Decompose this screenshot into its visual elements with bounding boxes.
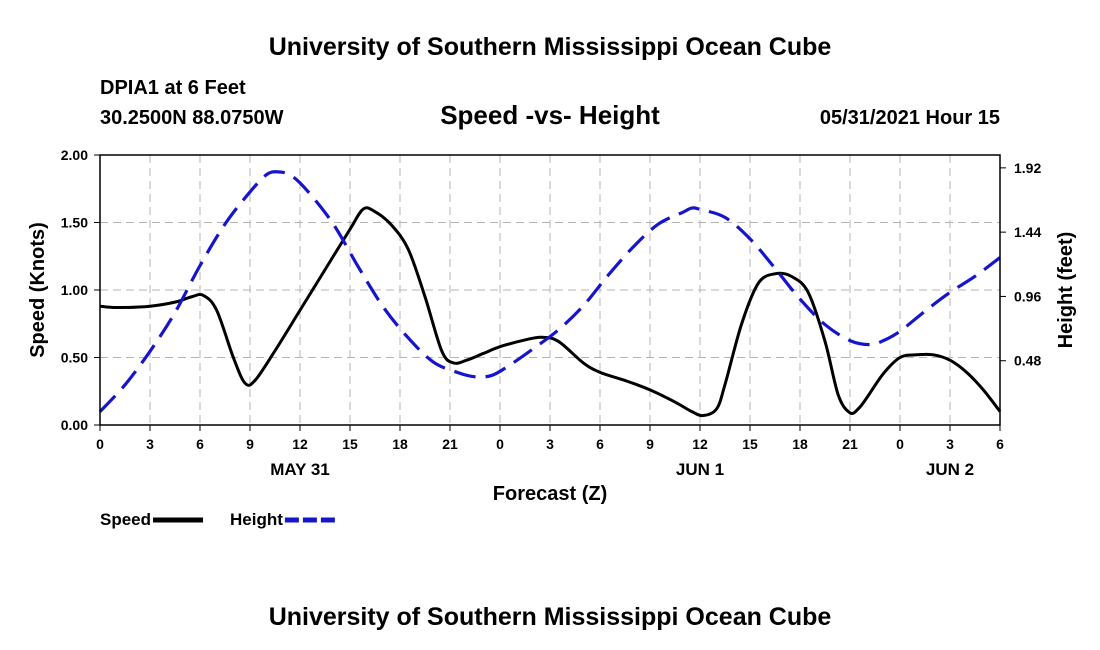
coordinates-label: 30.2500N 88.0750W xyxy=(100,107,284,129)
y2-tick-label: 0.96 xyxy=(1014,288,1041,304)
x-axis-label: Forecast (Z) xyxy=(493,483,607,505)
x-tick-label: 0 xyxy=(896,436,904,452)
legend-label-speed: Speed xyxy=(100,510,151,529)
x-tick-label: 0 xyxy=(96,436,104,452)
x-tick-label: 9 xyxy=(646,436,654,452)
y2-tick-label: 0.48 xyxy=(1014,353,1041,369)
x-tick-label: 12 xyxy=(692,436,708,452)
y-tick-label: 0.50 xyxy=(61,350,88,366)
legend-label-height: Height xyxy=(230,510,283,529)
date-label: MAY 31 xyxy=(270,460,330,479)
speed-series-line xyxy=(99,206,1002,418)
chart-header-title: University of Southern Mississippi Ocean… xyxy=(269,33,832,61)
x-tick-label: 15 xyxy=(742,436,758,452)
y2-tick-label: 1.92 xyxy=(1014,160,1041,176)
y-tick-label: 0.00 xyxy=(61,417,88,433)
x-tick-label: 3 xyxy=(946,436,954,452)
x-tick-label: 15 xyxy=(342,436,358,452)
plot-title: Speed -vs- Height xyxy=(440,100,660,130)
y2-tick-label: 1.44 xyxy=(1014,224,1041,240)
x-tick-label: 12 xyxy=(292,436,308,452)
x-tick-label: 0 xyxy=(496,436,504,452)
x-tick-label: 6 xyxy=(996,436,1004,452)
date-label: JUN 2 xyxy=(926,460,974,479)
x-tick-label: 6 xyxy=(596,436,604,452)
y2-axis-label: Height (feet) xyxy=(1055,232,1077,349)
x-tick-label: 9 xyxy=(246,436,254,452)
x-tick-label: 3 xyxy=(146,436,154,452)
forecast-datetime: 05/31/2021 Hour 15 xyxy=(820,107,1000,129)
y-tick-label: 2.00 xyxy=(61,147,88,163)
y-tick-label: 1.50 xyxy=(61,215,88,231)
axis-ticks: 0 3 6 9 12 15 18 21 0 3 6 9 12 15 18 21 0 3 6 0.00 0.50 1.00 1… xyxy=(61,147,1042,479)
chart-footer-title: University of Southern Mississippi Ocean… xyxy=(269,603,832,631)
x-tick-label: 21 xyxy=(442,436,458,452)
date-label: JUN 1 xyxy=(676,460,724,479)
x-tick-label: 3 xyxy=(546,436,554,452)
grid-lines xyxy=(100,155,1000,425)
series-layer xyxy=(98,170,1002,418)
y-tick-label: 1.00 xyxy=(61,282,88,298)
legend: Speed Height xyxy=(100,510,335,529)
x-tick-label: 6 xyxy=(196,436,204,452)
y-axis-label: Speed (Knots) xyxy=(27,222,49,358)
x-tick-label: 18 xyxy=(792,436,808,452)
x-tick-label: 18 xyxy=(392,436,408,452)
height-series-line xyxy=(98,170,1001,413)
x-tick-label: 21 xyxy=(842,436,858,452)
station-label: DPIA1 at 6 Feet xyxy=(100,77,246,99)
